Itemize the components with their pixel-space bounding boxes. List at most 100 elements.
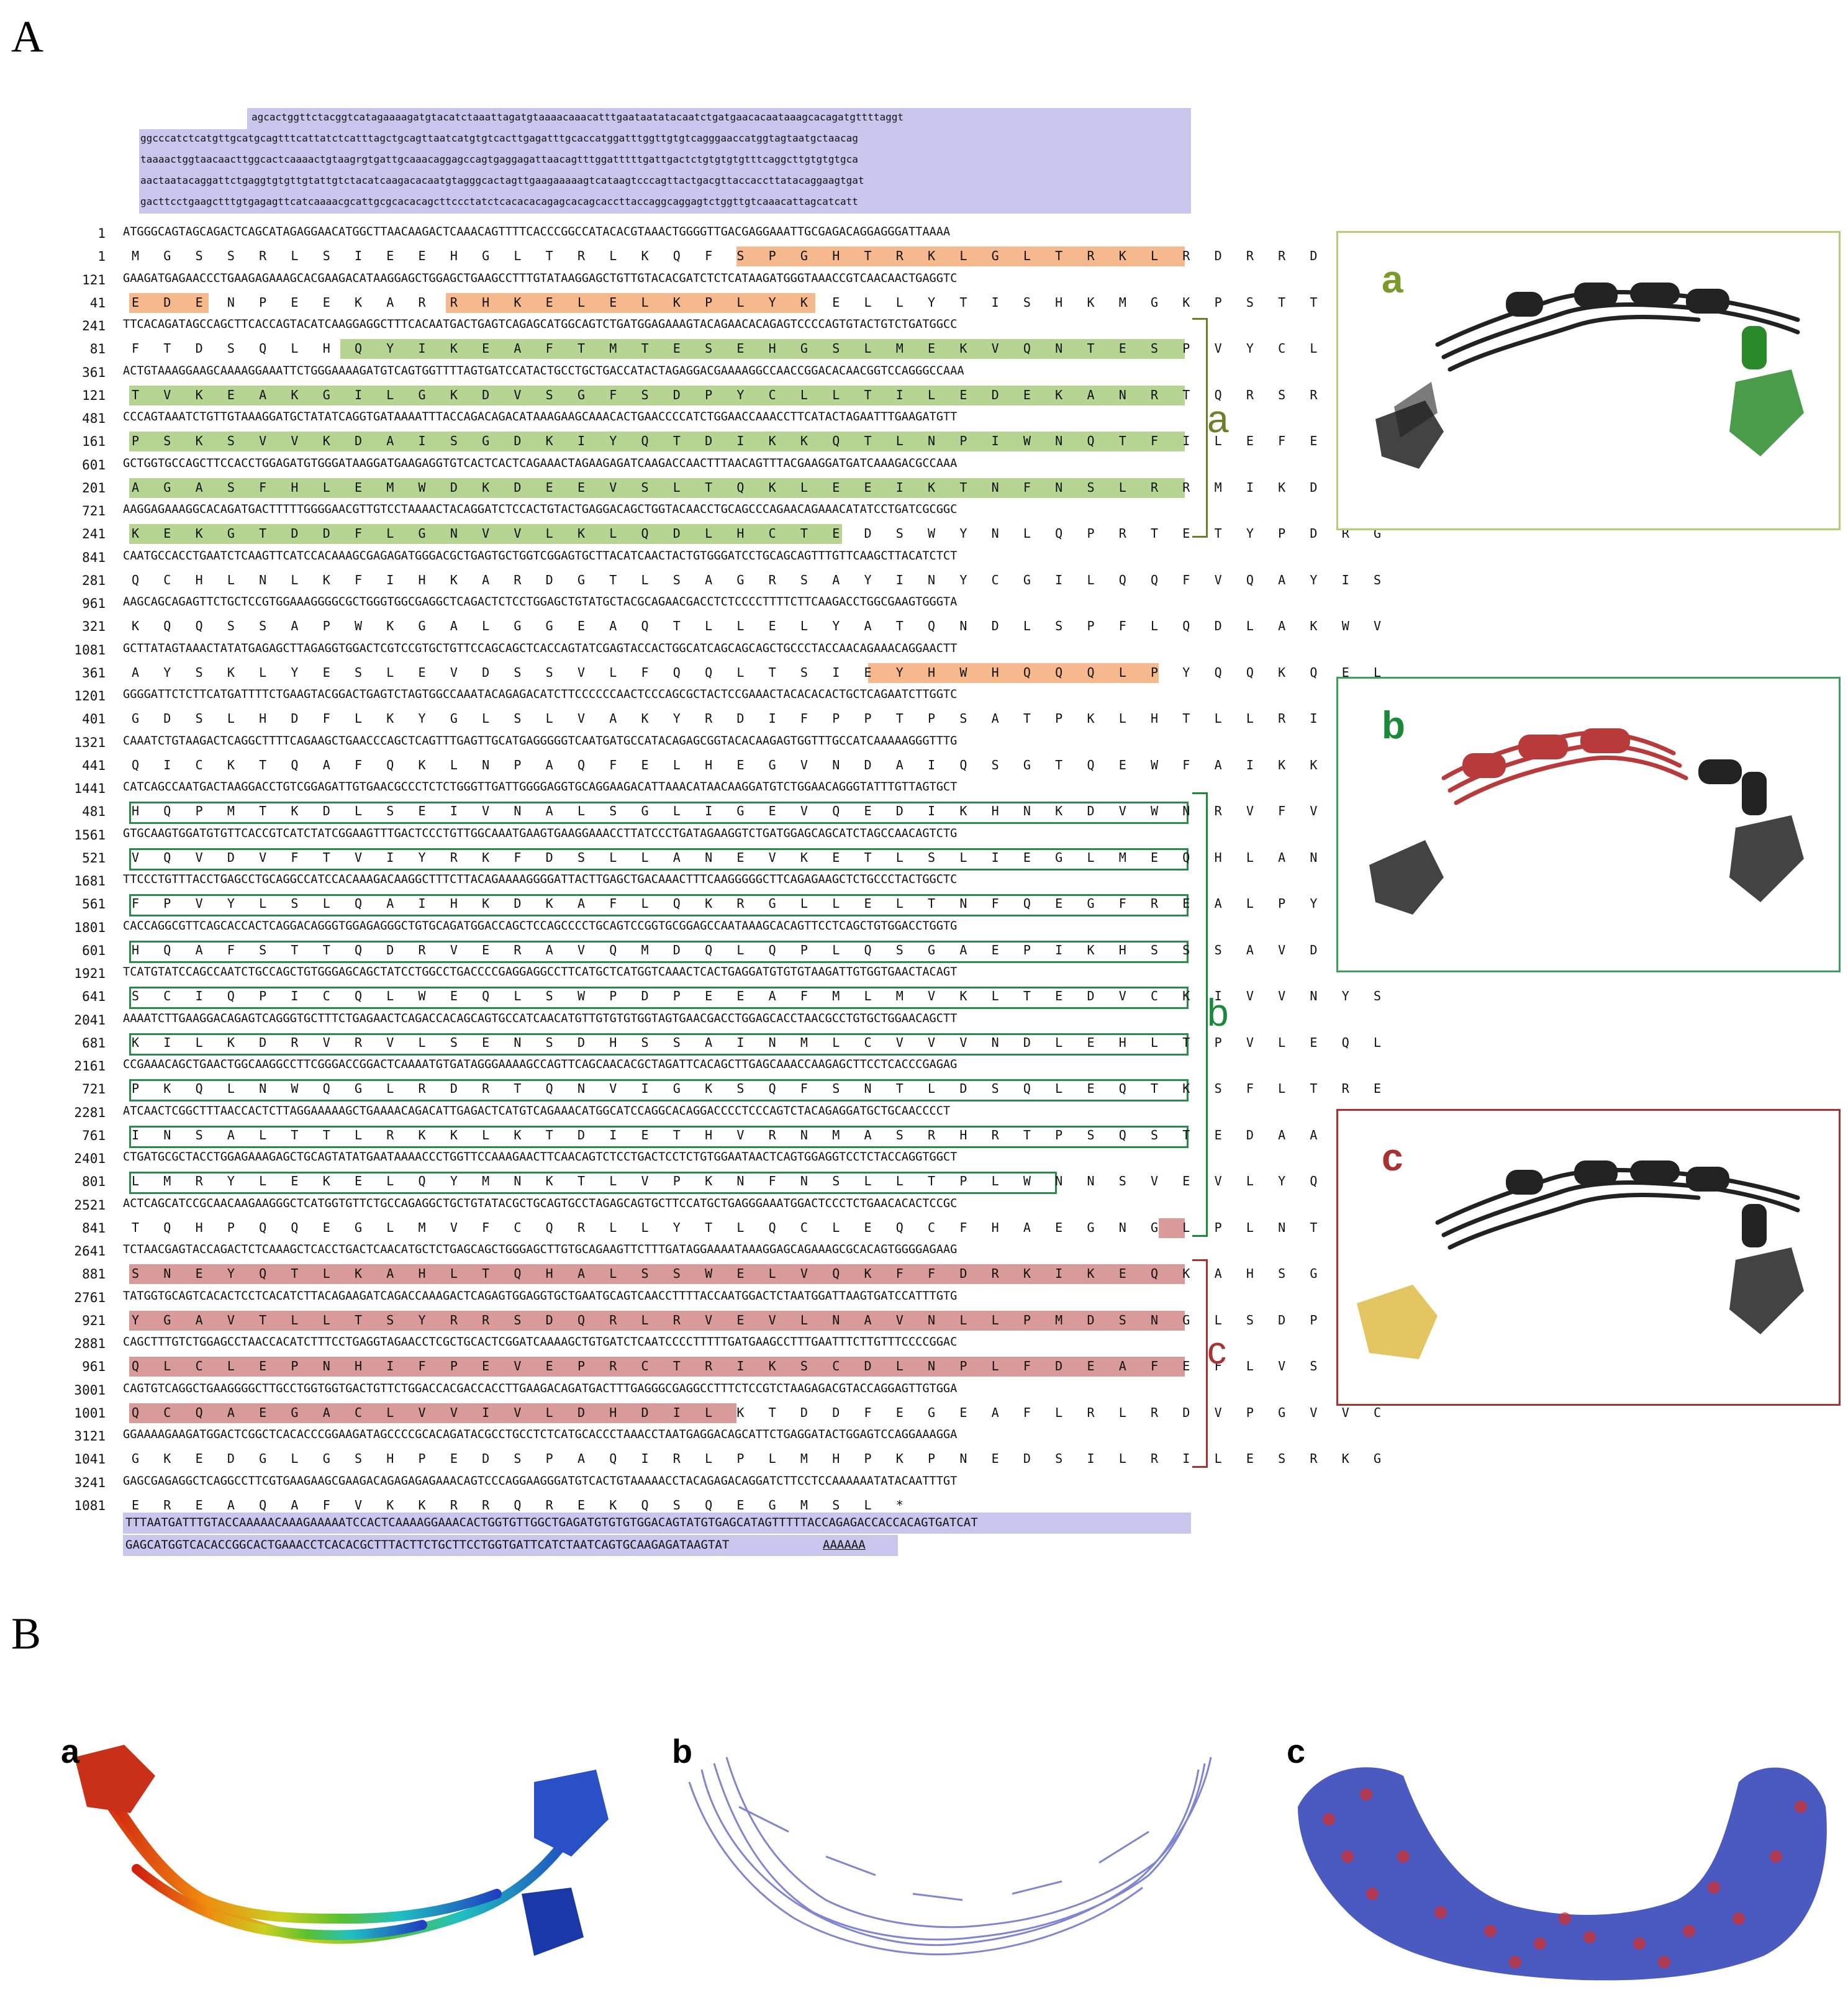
nucleotide-sequence: GAAGATGAGAACCCTGAAGAGAAAGCACGAAGACATAAGG…	[123, 271, 958, 285]
utr5-line: ggcccatctcatgttgcatgcagtttcattatctcattta…	[140, 132, 858, 144]
amino-acid-sequence: P S K S V V K D A I S G D K I Y Q T D I …	[132, 433, 1390, 449]
position-number: 281	[82, 572, 106, 588]
position-number: 1081	[74, 642, 106, 658]
nucleotide-sequence: CAGTGTCAGGCTGAAGGGGCTTGCCTGGTGGTGACTGTTC…	[123, 1382, 958, 1395]
amino-acid-sequence: S N E Y Q T L K A H L T Q H A L S S W E …	[132, 1266, 1390, 1282]
panel-b-a: a	[50, 1732, 640, 1987]
position-number: 601	[82, 457, 106, 473]
position-number: 1	[97, 226, 106, 241]
nucleotide-sequence: ATCAACTCGGCTTTAACCACTCTTAGGAAAAAGCTGAAAA…	[123, 1104, 951, 1118]
bracket-label-a: a	[1207, 398, 1229, 441]
position-number: 921	[82, 1313, 106, 1328]
position-number: 1921	[74, 966, 106, 981]
nucleotide-sequence: GGAAAAGAAGATGGACTCGGCTCACACCCGGAAGATAGCC…	[123, 1428, 958, 1441]
position-number: 2521	[74, 1197, 106, 1213]
structure-box-a: a	[1336, 231, 1841, 530]
protein-structure-b	[1369, 728, 1804, 915]
utr5-line: agcactggttctacggtcatagaaaagatgtacatctaaa…	[251, 111, 904, 123]
polya-tail: AAAAAA	[823, 1538, 866, 1552]
nucleotide-sequence: GCTGGTGCCAGCTTCCACCTGGAGATGTGGGATAAGGATG…	[123, 456, 958, 470]
amino-acid-sequence: P K Q L N W Q G L R D R T Q N V I G K S …	[132, 1081, 1390, 1097]
position-number: 201	[82, 480, 106, 495]
position-number: 401	[82, 712, 106, 727]
position-number: 841	[82, 550, 106, 565]
amino-acid-sequence: S C I Q P I C Q L W E Q L S W P D P E E …	[132, 988, 1390, 1004]
position-number: 721	[82, 1082, 106, 1097]
amino-acid-sequence: Q I C K T Q A F Q K L N P A Q F E L H E …	[132, 757, 1390, 772]
nucleotide-sequence: TTCCCTGTTTACCTGAGCCTGCAGGCCATCCACAAAGACA…	[123, 873, 958, 886]
amino-acid-sequence: F P V Y L S L Q A I H K D K A F L Q K R …	[132, 896, 1390, 912]
position-number: 841	[82, 1220, 106, 1236]
amino-acid-sequence: Y G A V T L L T S Y R R S D Q R L R V E …	[132, 1312, 1390, 1328]
amino-acid-sequence: E R E A Q A F V K K R R Q R E K Q S Q E …	[132, 1497, 912, 1513]
position-number: 121	[82, 387, 106, 403]
position-number: 2761	[74, 1290, 106, 1305]
structure-box-label: b	[1382, 704, 1405, 747]
bracket-label-c: c	[1207, 1329, 1226, 1372]
bracket-label-b: b	[1207, 992, 1229, 1034]
structure-box-label: a	[1382, 258, 1403, 301]
position-number: 361	[82, 364, 106, 380]
structure-box-label: c	[1382, 1136, 1403, 1179]
panel-label-a: A	[11, 12, 43, 61]
amino-acid-sequence: F T D S Q L H Q Y I K E A F T M T E S E …	[132, 341, 1390, 356]
amino-acid-sequence: A Y S K L Y E S L E V D S S V L F Q Q L …	[132, 664, 1390, 680]
bracket-a	[1192, 318, 1208, 538]
position-number: 2641	[74, 1244, 106, 1259]
position-number: 2281	[74, 1105, 106, 1120]
position-number: 1681	[74, 874, 106, 889]
amino-acid-sequence: H Q P M T K D L S E I V N A L S G L I G …	[132, 803, 1390, 819]
structure-box-c: c	[1336, 1109, 1841, 1406]
utr3-line: GAGCATGGTCACACCGGCACTGAAACCTCACACGCTTTAC…	[125, 1538, 730, 1552]
position-number: 1081	[74, 1498, 106, 1513]
nucleotide-sequence: GGGGATTCTCTTCATGATTTTCTGAAGTACGGACTGAGTC…	[123, 688, 958, 701]
amino-acid-sequence: G D S L H D F L K Y G L S L V A K Y R D …	[132, 711, 1390, 726]
position-number: 961	[82, 1359, 106, 1375]
nucleotide-sequence: TCATGTATCCAGCCAATCTGCCAGCTGTGGGAGCAGCTAT…	[123, 966, 958, 979]
utr5-line: taaaactggtaacaacttggcactcaaaactgtaagrgtg…	[140, 153, 858, 165]
position-number: 1201	[74, 689, 106, 703]
position-number: 3241	[74, 1475, 106, 1490]
amino-acid-sequence: K Q Q S S A P W K G A L G G E A Q T L L …	[132, 618, 1390, 634]
amino-acid-sequence: V Q V D V F T V I Y R K F D S L L A N E …	[132, 849, 1390, 865]
sphere-model-structure	[1298, 1767, 1827, 1981]
structure-box-b: b	[1336, 677, 1841, 972]
position-number: 521	[82, 850, 106, 866]
panel-b-c: c	[1279, 1732, 1838, 1987]
nucleotide-sequence: CAAATCTGTAAGACTCAGGCTTTTCAGAAGCTGAACCCAG…	[123, 734, 958, 748]
amino-acid-sequence: E D E N P E E K A R R H K E L E L K P L …	[132, 294, 1390, 310]
position-number: 321	[82, 619, 106, 635]
position-number: 1801	[74, 920, 106, 935]
amino-acid-sequence: G K E D G L G S H P E D S P A Q I R L P …	[132, 1451, 1390, 1467]
nucleotide-sequence: TATGGTGCAGTCACACTCCTCACATCTTACAGAAGATCAG…	[123, 1289, 958, 1303]
position-number: 1561	[74, 827, 106, 843]
nucleotide-sequence: GTGCAAGTGGATGTGTTCACCGTCATCTATCGGAAGTTTG…	[123, 826, 958, 840]
nucleotide-sequence: CCCAGTAAATCTGTTGTAAAGGATGCTATATCAGGTGATA…	[123, 410, 958, 423]
position-number: 1321	[74, 735, 106, 750]
cartoon-rainbow-structure	[75, 1745, 609, 1956]
nucleotide-sequence: CAATGCCACCTGAATCTCAAGTTCATCCACAAAGCGAGAG…	[123, 549, 958, 563]
utr5-line: gacttcctgaagctttgtgagagttcatcaaaacgcattg…	[140, 196, 858, 207]
position-number: 441	[82, 758, 106, 773]
position-number: 681	[82, 1035, 106, 1051]
nucleotide-sequence: ACTGTAAAGGAAGCAAAAGGAAATTCTGGGAAAAGATGTC…	[123, 364, 964, 378]
position-number: 161	[82, 434, 106, 450]
position-number: 481	[82, 804, 106, 820]
amino-acid-sequence: T V K E A K G I L G K D V S G F S D P Y …	[132, 387, 1390, 402]
position-number: 881	[82, 1267, 106, 1282]
position-number: 241	[82, 527, 106, 542]
panel-b-label: a	[61, 1733, 80, 1770]
amino-acid-sequence: K I L K D R V R V L S E N S D H S S A I …	[132, 1034, 1390, 1050]
nucleotide-sequence: AAAATCTTGAAGGACAGAGTCAGGGTGCTTTCTGAGAACT…	[123, 1011, 958, 1025]
position-number: 2041	[74, 1012, 106, 1028]
nucleotide-sequence: CCGAAACAGCTGAACTGGCAAGGCCTTCGGGACCGGACTC…	[123, 1058, 958, 1071]
amino-acid-sequence: I N S A L T T L R K K L K T D I E T H V …	[132, 1127, 1390, 1142]
bracket-c	[1192, 1259, 1208, 1468]
panel-label-b: B	[11, 1609, 42, 1658]
amino-acid-sequence: Q C Q A E G A C L V V I V L D H D I L K …	[132, 1405, 1390, 1420]
position-number: 641	[82, 989, 106, 1005]
nucleotide-sequence: GAGCGAGAGGCTCAGGCCTTCGTGAAGAAGCGAAGACAGA…	[123, 1474, 958, 1488]
amino-acid-sequence: Q L C L E P N H I F P E V E P R C T R I …	[132, 1359, 1390, 1374]
position-number: 3001	[74, 1382, 106, 1398]
position-number: 241	[82, 319, 106, 333]
